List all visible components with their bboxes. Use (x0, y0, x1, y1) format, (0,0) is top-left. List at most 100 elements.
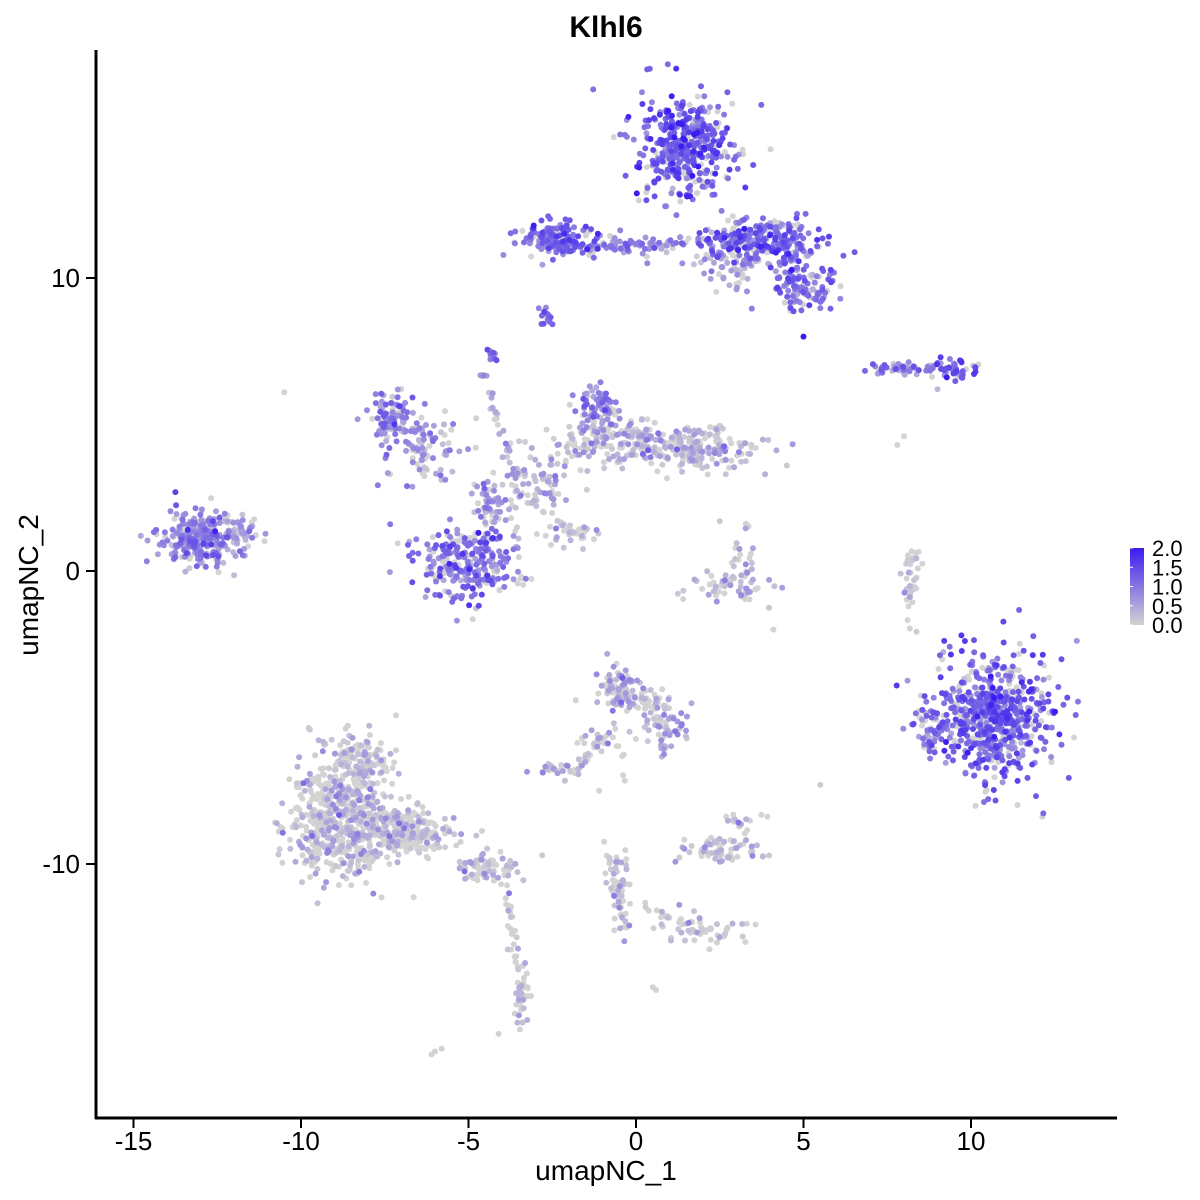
cell-point (582, 732, 589, 739)
cell-point (952, 709, 959, 716)
cell-point (1075, 698, 1081, 705)
cell-point (1033, 712, 1040, 719)
cell-point (722, 572, 729, 579)
cell-point (480, 372, 487, 379)
cell-point (771, 583, 778, 590)
cell-point (706, 431, 713, 438)
cell-point (607, 233, 614, 239)
cell-point (481, 485, 488, 492)
cell-point (767, 146, 774, 153)
cell-point (704, 568, 711, 575)
cell-point (907, 583, 913, 589)
cell-point (651, 419, 658, 426)
cell-point (709, 130, 716, 137)
cell-point (216, 520, 223, 526)
cell-point (1032, 726, 1039, 733)
cell-point (520, 581, 527, 588)
color-legend-bar (1130, 548, 1144, 625)
cell-point (538, 234, 545, 241)
cell-point (350, 771, 357, 778)
cell-point (622, 847, 629, 854)
cell-point (590, 422, 597, 429)
cell-point (905, 569, 912, 576)
cell-point (418, 414, 425, 421)
cell-point (594, 429, 601, 436)
cell-point (701, 435, 708, 442)
cell-point (550, 501, 557, 508)
cell-point (605, 700, 612, 707)
cell-point (712, 855, 719, 862)
cell-point (1022, 722, 1029, 729)
cell-point (377, 740, 384, 746)
y-axis-title: umapNC_2 (13, 514, 44, 656)
cell-point (716, 835, 723, 842)
cell-point (495, 575, 502, 582)
cell-point (945, 753, 952, 760)
cell-point (465, 446, 472, 453)
cell-point (678, 102, 685, 109)
cell-point (352, 814, 359, 821)
cell-point (567, 767, 574, 774)
cell-point (393, 747, 399, 754)
cell-point (496, 533, 503, 540)
cell-point (549, 510, 556, 516)
cell-point (678, 929, 685, 936)
cell-point (610, 134, 617, 141)
cell-point (400, 407, 407, 414)
cell-point (682, 733, 689, 740)
cell-point (320, 765, 327, 772)
cell-point (510, 576, 517, 583)
cell-point (519, 1019, 526, 1026)
cell-point (425, 556, 432, 562)
cell-point (743, 920, 750, 927)
cell-point (530, 222, 537, 229)
cell-point (668, 190, 675, 197)
cell-point (837, 295, 844, 302)
scatter-points (137, 61, 1081, 1058)
cell-point (462, 875, 469, 882)
cell-point (580, 546, 586, 552)
cell-point (608, 885, 615, 892)
cell-point (593, 438, 600, 445)
cell-point (333, 824, 340, 831)
cell-point (169, 526, 176, 533)
cell-point (514, 524, 521, 531)
cell-point (819, 295, 826, 302)
cell-point (676, 191, 683, 198)
cell-point (355, 790, 362, 797)
cell-point (366, 843, 373, 850)
cell-point (382, 815, 389, 822)
cell-point (659, 137, 666, 144)
cell-point (703, 463, 710, 470)
cell-point (729, 920, 736, 927)
cell-point (667, 237, 674, 244)
cell-point (628, 452, 635, 458)
cell-point (453, 617, 460, 624)
cell-point (500, 252, 507, 258)
cell-point (503, 549, 510, 555)
cell-point (670, 715, 677, 722)
cell-point (664, 166, 671, 173)
cell-point (306, 726, 313, 733)
cell-point (1009, 696, 1016, 703)
cell-point (718, 207, 725, 214)
cell-point (1000, 664, 1007, 670)
cell-point (958, 632, 965, 639)
cell-point (662, 444, 669, 451)
cell-point (485, 499, 491, 506)
cell-point (441, 815, 448, 822)
cell-point (658, 245, 665, 252)
cell-point (474, 500, 481, 507)
cell-point (403, 428, 409, 434)
cell-point (335, 882, 342, 889)
legend-label: 0.0 (1152, 613, 1183, 638)
cell-point (337, 782, 344, 789)
cell-point (348, 859, 355, 866)
cell-point (648, 460, 655, 467)
cell-point (407, 845, 414, 852)
cell-point (618, 699, 624, 706)
cell-point (338, 829, 345, 836)
cell-point (378, 390, 385, 397)
cell-point (473, 415, 480, 422)
cell-point (983, 694, 990, 701)
